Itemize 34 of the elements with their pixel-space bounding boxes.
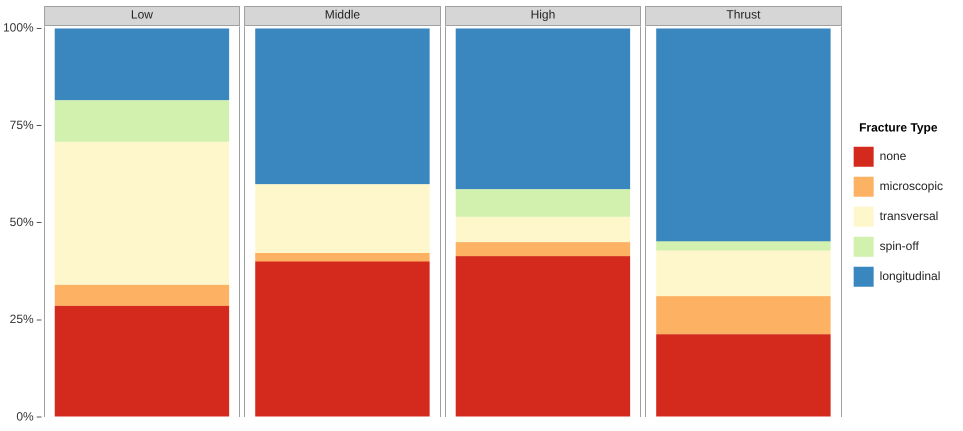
bar bbox=[255, 253, 430, 262]
bar bbox=[456, 242, 630, 256]
bar bbox=[456, 256, 630, 416]
x-tick-label: Middle bbox=[324, 8, 360, 22]
legend-label: spin-off bbox=[880, 239, 920, 254]
bar bbox=[456, 28, 630, 190]
y-tick-label: 25% bbox=[10, 312, 34, 326]
bar bbox=[656, 296, 831, 334]
y-tick-label: 100% bbox=[2, 20, 34, 35]
legend-label: longitudinal bbox=[880, 269, 940, 284]
legend-title: Fracture Type bbox=[859, 120, 938, 135]
bar bbox=[255, 262, 430, 416]
bar bbox=[54, 100, 230, 142]
bar bbox=[656, 28, 831, 242]
y-tick-label: 0% bbox=[16, 409, 34, 424]
bar bbox=[456, 189, 630, 217]
legend-label: microscopic bbox=[880, 179, 944, 194]
bar bbox=[54, 306, 230, 416]
x-tick-label: High bbox=[530, 8, 556, 22]
bar bbox=[54, 142, 230, 285]
bar bbox=[656, 241, 831, 251]
y-tick-label: 75% bbox=[10, 118, 34, 132]
legend-label: transversal bbox=[880, 209, 938, 224]
x-tick-label: Thrust bbox=[726, 8, 762, 22]
bar bbox=[456, 216, 630, 242]
x-tick-label: Low bbox=[130, 8, 154, 22]
legend-label: none bbox=[880, 149, 907, 164]
bar bbox=[54, 284, 230, 306]
bar bbox=[255, 28, 430, 184]
bar bbox=[656, 250, 831, 296]
bar bbox=[54, 28, 230, 100]
bar bbox=[656, 334, 831, 416]
y-tick-label: 50% bbox=[10, 215, 34, 230]
bar bbox=[255, 184, 430, 254]
